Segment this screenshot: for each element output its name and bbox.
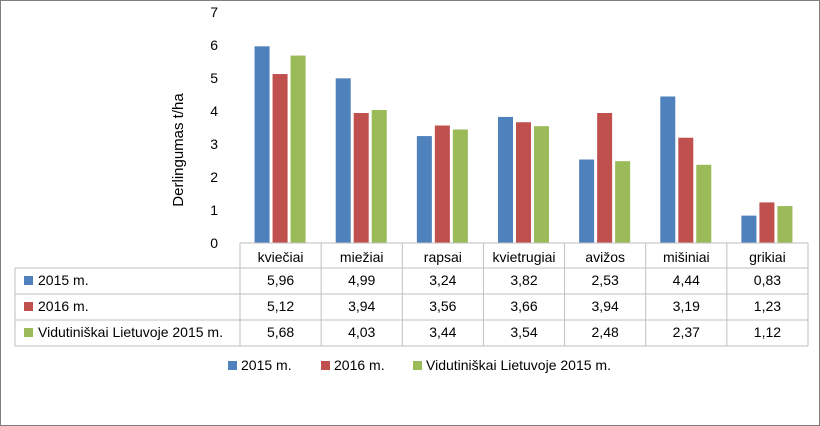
category-label: mišiniai: [663, 249, 710, 265]
bar: [759, 202, 775, 243]
category-label: grikiai: [749, 249, 786, 265]
bar: [534, 126, 549, 243]
y-tick-label: 1: [210, 202, 218, 218]
data-cell: 0,83: [754, 272, 781, 288]
legend-swatch: [413, 361, 422, 370]
data-cell: 5,96: [267, 272, 294, 288]
y-axis-label: Derlingumas t/ha: [170, 93, 187, 207]
bar: [597, 112, 613, 243]
bar: [434, 125, 450, 243]
y-tick-label: 0: [210, 235, 218, 251]
legend-label: 2016 m.: [334, 357, 385, 373]
data-table: kviečiai miežiai rapsai kvietrugiai avižos mi…: [14, 242, 809, 347]
data-cell: 3,44: [429, 324, 456, 340]
y-tick-label: 7: [210, 4, 218, 20]
bar: [516, 122, 531, 243]
series-name: 2016 m.: [38, 298, 89, 314]
y-tick-label: 2: [210, 169, 218, 185]
category-label: rapsai: [424, 249, 462, 265]
series-swatch: [24, 276, 33, 285]
bar: [452, 129, 468, 243]
data-cell: 2,48: [592, 324, 619, 340]
bar: [741, 215, 757, 243]
category-label: kvietrugiai: [492, 249, 555, 265]
data-cell: 3,94: [592, 298, 619, 314]
series-name: Vidutiniškai Lietuvoje 2015 m.: [38, 324, 223, 340]
data-cell: 2,37: [673, 324, 700, 340]
data-cell: 3,56: [429, 298, 456, 314]
bars: [254, 46, 793, 244]
bar: [615, 161, 631, 243]
bar: [335, 78, 351, 243]
bar: [777, 206, 793, 243]
legend-label: Vidutiniškai Lietuvoje 2015 m.: [426, 357, 611, 373]
data-cell: 5,12: [267, 298, 294, 314]
bar: [272, 74, 288, 243]
y-tick-label: 5: [210, 70, 218, 86]
category-label: avižos: [585, 249, 625, 265]
bar: [678, 137, 694, 243]
bar: [353, 112, 369, 243]
bar: [660, 96, 676, 243]
bar: [254, 46, 270, 243]
bar: [579, 159, 595, 243]
legend: 2015 m. 2016 m. Vidutiniškai Lietuvoje 201…: [228, 357, 611, 373]
y-axis-ticks: 0 1 2 3 4 5 6 7: [210, 4, 218, 251]
bar: [371, 110, 387, 243]
data-cell: 3,19: [673, 298, 700, 314]
data-cell: 5,68: [267, 324, 294, 340]
data-cell: 3,54: [510, 324, 537, 340]
series-swatch: [24, 302, 33, 311]
y-tick-label: 6: [210, 37, 218, 53]
data-cell: 4,03: [348, 324, 375, 340]
data-cell: 1,23: [754, 298, 781, 314]
data-cell: 4,44: [673, 272, 700, 288]
legend-swatch: [228, 361, 237, 370]
category-label: miežiai: [340, 249, 384, 265]
bar: [290, 55, 306, 244]
data-cell: 1,12: [754, 324, 781, 340]
data-cell: 3,94: [348, 298, 375, 314]
data-cell: 2,53: [592, 272, 619, 288]
bar: [498, 116, 513, 243]
data-cell: 3,24: [429, 272, 456, 288]
data-cell: 4,99: [348, 272, 375, 288]
category-label: kviečiai: [258, 249, 304, 265]
bar: [696, 164, 712, 243]
data-cell: 3,66: [510, 298, 537, 314]
legend-label: 2015 m.: [241, 357, 292, 373]
data-cell: 3,82: [510, 272, 537, 288]
series-name: 2015 m.: [38, 272, 89, 288]
series-swatch: [24, 328, 33, 337]
y-tick-label: 4: [210, 103, 218, 119]
bar: [416, 136, 432, 243]
legend-swatch: [321, 361, 330, 370]
y-tick-label: 3: [210, 136, 218, 152]
